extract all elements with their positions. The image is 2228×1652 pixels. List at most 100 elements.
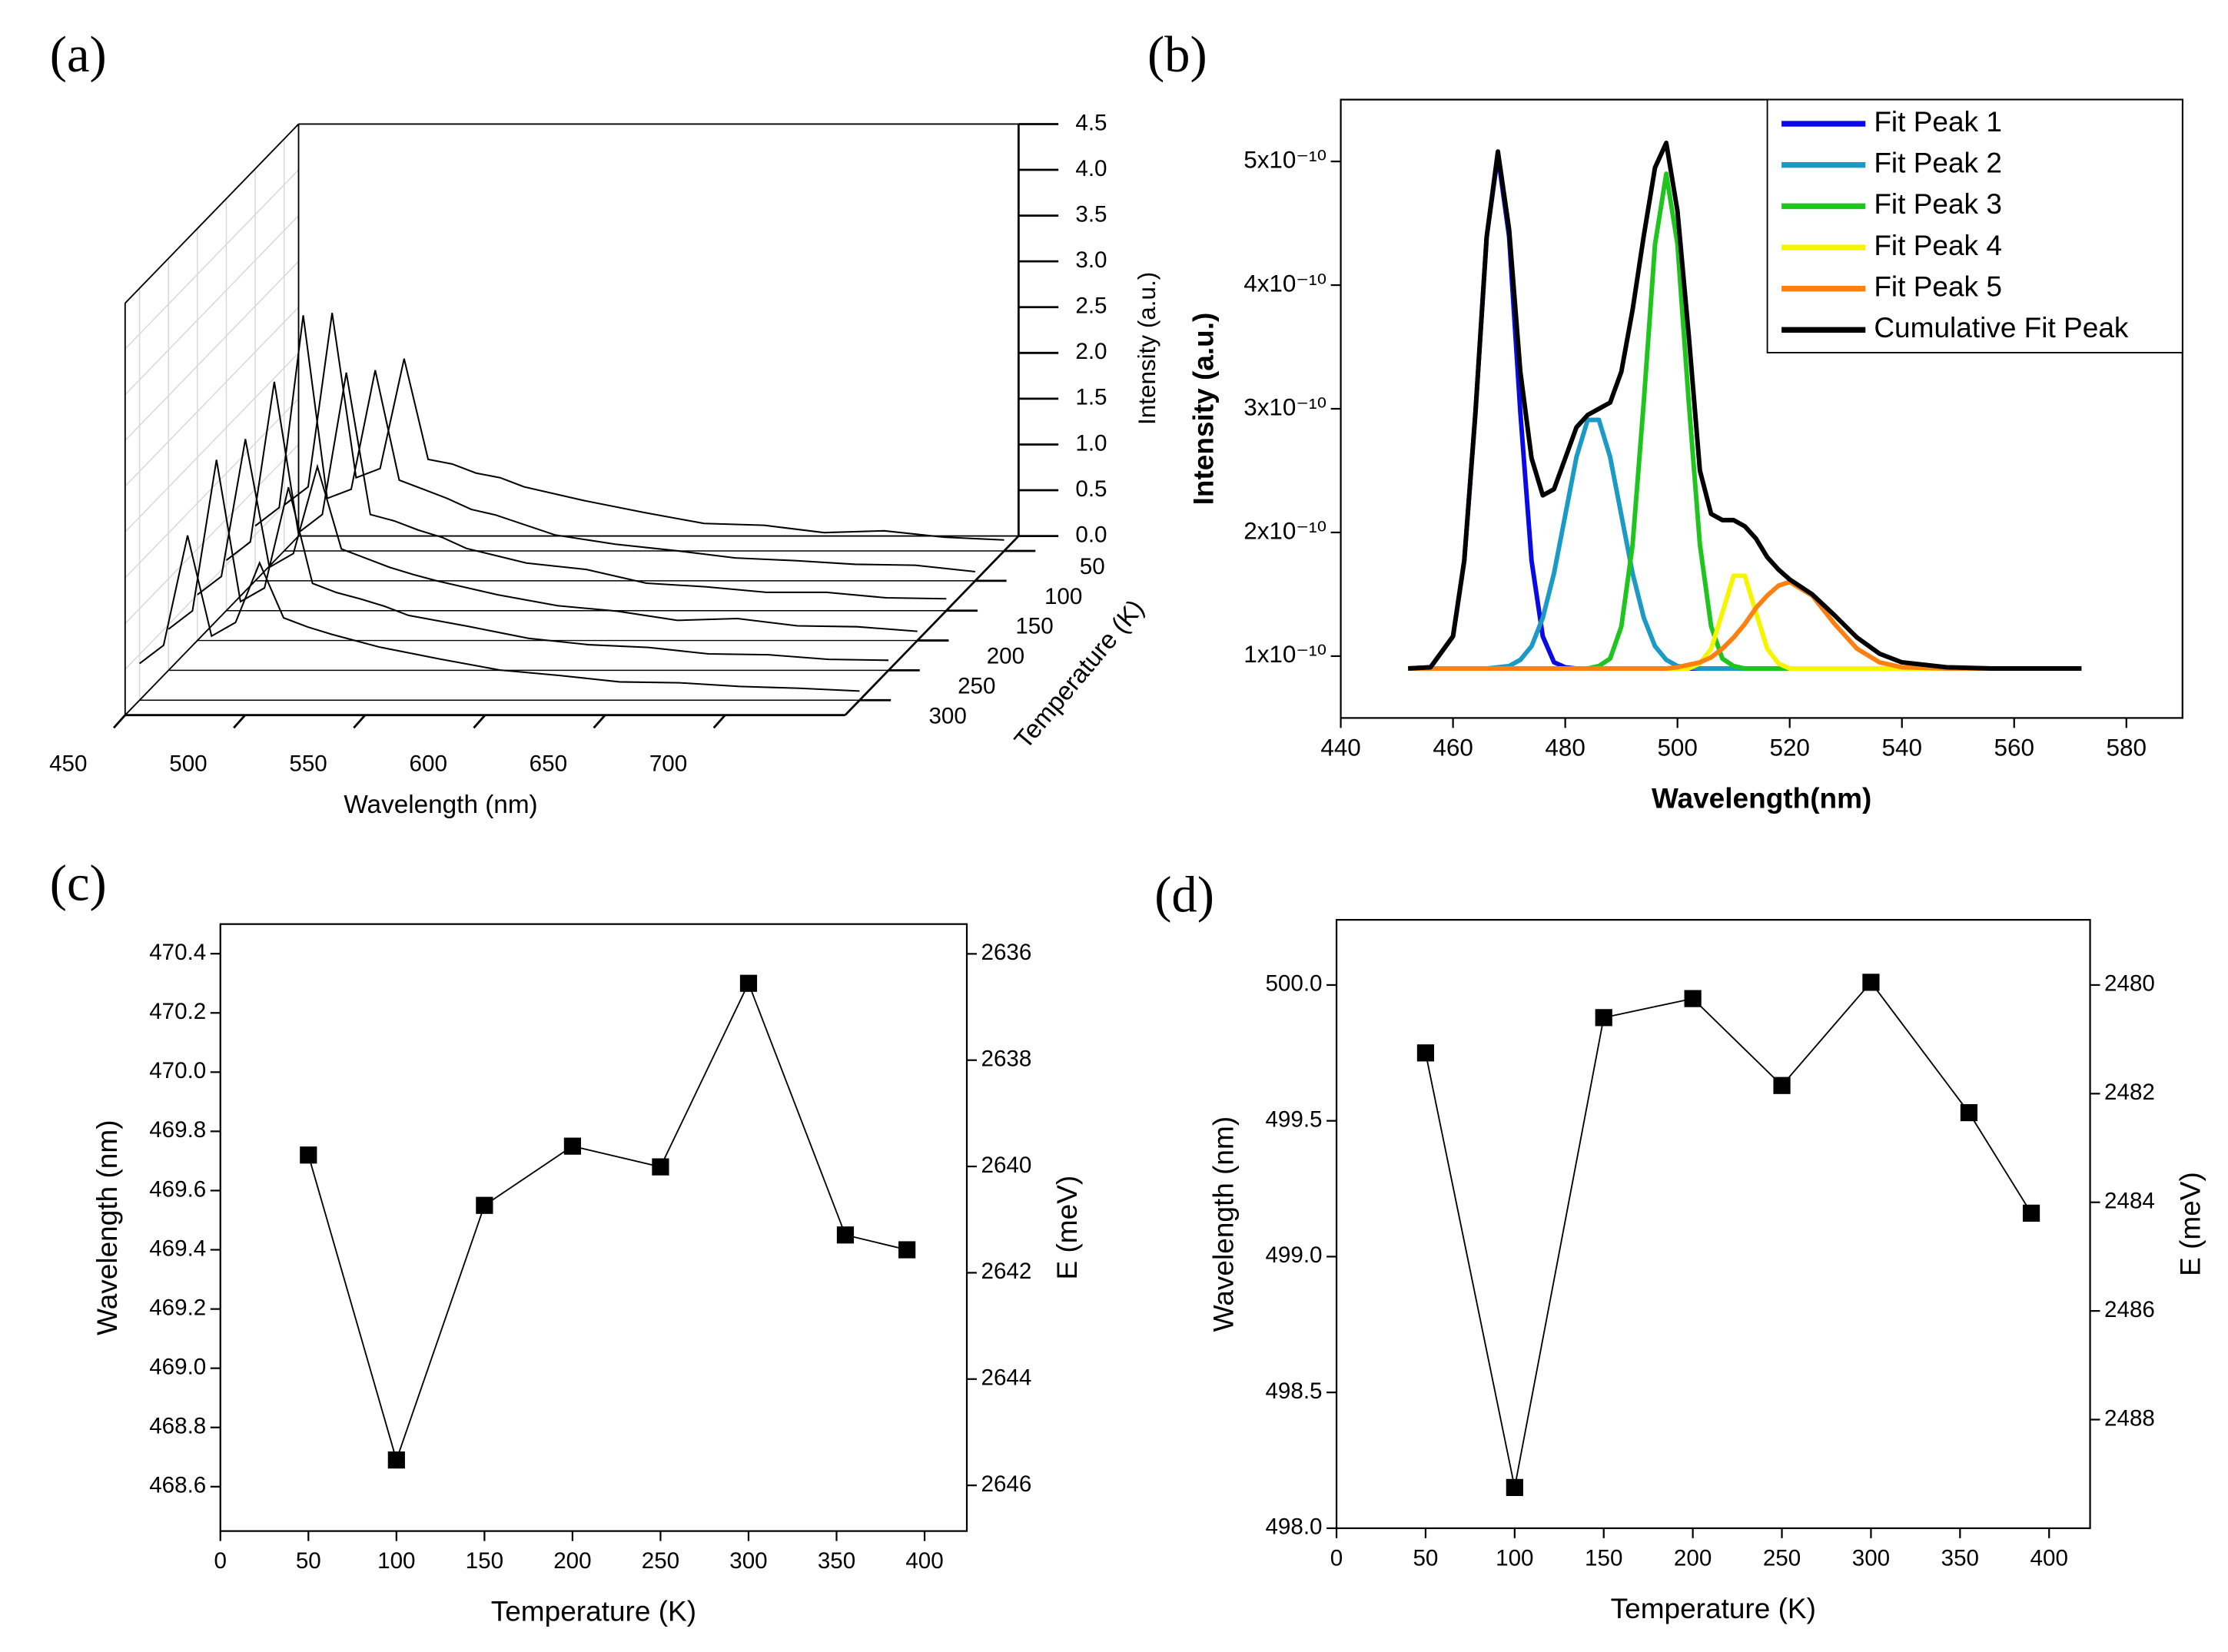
y-tick-label: 3x10⁻¹⁰ bbox=[1243, 393, 1327, 420]
grid-line bbox=[125, 352, 300, 532]
y-axis-title: Wavelength (nm) bbox=[1208, 1116, 1240, 1332]
y-tick-label: 469.4 bbox=[149, 1236, 206, 1261]
z-tick-label: 300 bbox=[928, 703, 966, 728]
x-tick-label: 100 bbox=[1496, 1545, 1533, 1571]
marker bbox=[1506, 1478, 1523, 1496]
marker bbox=[836, 1226, 855, 1244]
x-tick-label: 520 bbox=[1769, 734, 1809, 761]
x-tick bbox=[593, 714, 606, 729]
axis-line bbox=[844, 535, 1020, 716]
x-tick-label: 650 bbox=[530, 751, 567, 776]
x-tick-label: 0 bbox=[1330, 1545, 1343, 1571]
x-tick-label: 400 bbox=[2030, 1545, 2068, 1571]
x-tick-label: 50 bbox=[1413, 1545, 1438, 1571]
x-tick-label: 350 bbox=[1941, 1545, 1979, 1571]
legend-label: Fit Peak 5 bbox=[1874, 270, 2002, 302]
y-axis-title: Wavelength (nm) bbox=[91, 1120, 123, 1335]
marker bbox=[1862, 974, 1880, 991]
x-tick-label: 50 bbox=[296, 1548, 321, 1574]
x-axis-title: Wavelength(nm) bbox=[1652, 782, 1871, 814]
y-tick-label: 469.6 bbox=[149, 1176, 206, 1202]
z-tick-label: 150 bbox=[1015, 614, 1053, 639]
x-tick-label: 300 bbox=[1852, 1545, 1890, 1571]
marker bbox=[2022, 1204, 2040, 1222]
y-tick-label: 2x10⁻¹⁰ bbox=[1243, 517, 1327, 544]
grid-line bbox=[125, 443, 300, 625]
y2-tick-label: 2486 bbox=[2104, 1297, 2155, 1322]
marker bbox=[1595, 1009, 1612, 1027]
x-tick-label: 200 bbox=[1674, 1545, 1712, 1571]
y-tick-label: 469.0 bbox=[149, 1354, 206, 1379]
series-line bbox=[1408, 579, 2082, 671]
y-tick-label: 468.6 bbox=[149, 1473, 206, 1498]
y2-tick-label: 2482 bbox=[2104, 1080, 2155, 1105]
y-tick-label: 469.2 bbox=[149, 1295, 206, 1320]
y-tick-label: 498.5 bbox=[1265, 1378, 1322, 1404]
y2-tick-label: 2488 bbox=[2104, 1405, 2155, 1431]
marker bbox=[1416, 1044, 1435, 1062]
y-tick-label: 1x10⁻¹⁰ bbox=[1243, 641, 1327, 668]
legend-label: Fit Peak 3 bbox=[1874, 188, 2002, 220]
y2-tick-label: 2642 bbox=[981, 1259, 1032, 1284]
y-tick-label: 1.0 bbox=[1075, 430, 1107, 456]
legend-box bbox=[1766, 98, 2183, 353]
legend-label: Fit Peak 2 bbox=[1874, 148, 2002, 179]
x-tick-label: 150 bbox=[466, 1548, 503, 1574]
y2-tick-label: 2480 bbox=[2104, 971, 2155, 997]
marker bbox=[476, 1196, 493, 1214]
z-tick-label: 100 bbox=[1044, 584, 1082, 609]
x-tick bbox=[353, 714, 367, 729]
x-axis-title: Temperature (K) bbox=[491, 1596, 696, 1627]
x-tick-label: 250 bbox=[1763, 1545, 1801, 1571]
panel-label: (c) bbox=[50, 856, 107, 912]
x-tick-label: 500 bbox=[169, 751, 207, 776]
spectrum-line bbox=[139, 535, 860, 692]
y2-axis-title: E (meV) bbox=[1051, 1176, 1083, 1280]
x-tick-label: 460 bbox=[1433, 734, 1473, 761]
x-tick-label: 700 bbox=[649, 751, 687, 776]
plot-frame bbox=[1335, 918, 2091, 1530]
y-tick-label: 2.0 bbox=[1075, 339, 1107, 364]
x-tick bbox=[712, 714, 726, 729]
y-tick-label: 499.5 bbox=[1265, 1106, 1322, 1132]
y-tick-label: 470.4 bbox=[149, 940, 206, 965]
grid-line bbox=[125, 307, 300, 487]
x-tick-label: 550 bbox=[289, 751, 327, 776]
y-tick-label: 500.0 bbox=[1265, 971, 1322, 997]
y2-tick-label: 2644 bbox=[981, 1365, 1032, 1391]
y-tick-label: 2.5 bbox=[1075, 294, 1107, 319]
y-tick-label: 469.8 bbox=[149, 1117, 206, 1143]
x-tick-label: 440 bbox=[1320, 734, 1360, 761]
x-tick-label: 300 bbox=[729, 1548, 767, 1574]
y-tick-label: 4.0 bbox=[1075, 156, 1107, 181]
y2-tick-label: 2636 bbox=[981, 940, 1032, 965]
x-tick-label: 150 bbox=[1585, 1545, 1622, 1571]
x-axis-title: Temperature (K) bbox=[1611, 1593, 1816, 1624]
y-tick-label: 1.5 bbox=[1075, 385, 1107, 410]
y2-tick-label: 2646 bbox=[981, 1471, 1032, 1497]
y2-tick-label: 2640 bbox=[981, 1153, 1032, 1178]
legend-label: Fit Peak 1 bbox=[1874, 106, 2002, 138]
marker bbox=[1773, 1076, 1791, 1094]
y-tick-label: 470.2 bbox=[149, 999, 206, 1024]
y-tick-label: 4x10⁻¹⁰ bbox=[1243, 270, 1327, 297]
y-tick-label: 0.5 bbox=[1075, 476, 1107, 502]
x-tick-label: 600 bbox=[410, 751, 447, 776]
x-tick bbox=[112, 714, 126, 729]
grid-line bbox=[125, 260, 300, 441]
y-tick-label: 0.0 bbox=[1075, 522, 1107, 547]
x-axis-title: Wavelength (nm) bbox=[344, 791, 537, 819]
marker bbox=[898, 1241, 916, 1259]
connecting-line bbox=[1425, 980, 2032, 1488]
marker bbox=[563, 1137, 581, 1155]
y2-tick-label: 2638 bbox=[981, 1047, 1032, 1072]
legend-label: Fit Peak 4 bbox=[1874, 230, 2002, 261]
x-tick-label: 580 bbox=[2107, 734, 2147, 761]
marker bbox=[1960, 1103, 1978, 1122]
x-tick-label: 500 bbox=[1657, 734, 1697, 761]
y-tick-label: 498.0 bbox=[1265, 1514, 1322, 1540]
y-tick-label: 4.5 bbox=[1075, 110, 1107, 135]
y-axis-title: Intensity (a.u.) bbox=[1188, 313, 1220, 506]
